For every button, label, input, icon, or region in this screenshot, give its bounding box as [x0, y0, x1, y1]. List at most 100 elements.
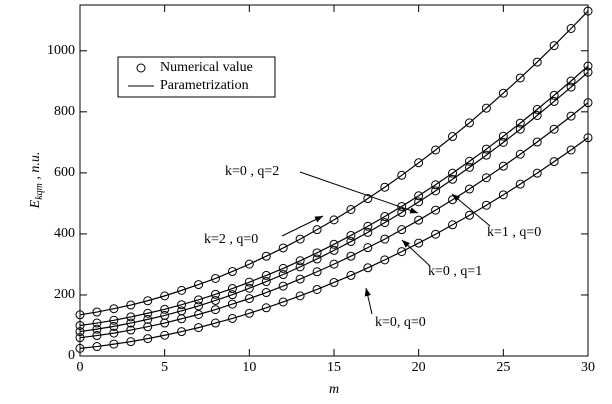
data-point [532, 137, 542, 147]
fit-line [79, 10, 589, 316]
data-point [346, 251, 356, 261]
data-point [431, 229, 441, 239]
data-point [143, 296, 153, 306]
data-point [498, 88, 508, 98]
data-point [566, 82, 576, 92]
data-point [227, 299, 237, 309]
fit-line [79, 102, 589, 339]
data-point [312, 267, 322, 277]
data-point [261, 251, 271, 261]
data-point [278, 243, 288, 253]
data-point [532, 168, 542, 178]
y-label-subscript: kqm [34, 183, 45, 200]
data-point [278, 281, 288, 291]
y-tick-label: 600 [54, 165, 75, 180]
data-point [329, 259, 339, 269]
data-point [126, 312, 136, 322]
data-point [583, 98, 593, 108]
y-label-symbol: E [28, 199, 43, 209]
data-point [498, 131, 508, 141]
data-point [92, 342, 102, 352]
data-point [210, 305, 220, 315]
data-point [464, 210, 474, 220]
data-point [397, 170, 407, 180]
data-point [515, 179, 525, 189]
data-point [583, 61, 593, 71]
data-point [261, 303, 271, 313]
data-point [109, 339, 119, 349]
data-point [75, 343, 85, 353]
annotation-label: k=0 , q=1 [428, 264, 482, 279]
annotation-arrow [281, 215, 324, 237]
data-point [481, 200, 491, 210]
data-point [160, 318, 170, 328]
data-point [278, 263, 288, 273]
data-point [363, 263, 373, 273]
annotation-arrow [299, 171, 419, 214]
data-point [498, 161, 508, 171]
data-point [583, 133, 593, 143]
data-point [481, 173, 491, 183]
y-tick-label: 400 [54, 226, 75, 241]
data-point [143, 314, 153, 324]
data-point [481, 103, 491, 113]
data-point [295, 234, 305, 244]
data-point [227, 266, 237, 276]
data-point [244, 294, 254, 304]
data-point [295, 262, 305, 272]
legend-box [117, 56, 276, 98]
data-point [261, 288, 271, 298]
data-point [210, 289, 220, 299]
y-axis-label: Ekqm , n.u. [28, 152, 45, 210]
data-point [431, 180, 441, 190]
data-point [498, 190, 508, 200]
data-point [177, 285, 187, 295]
data-point [278, 270, 288, 280]
data-point [177, 327, 187, 337]
x-tick-label: 10 [242, 360, 256, 375]
x-tick-label: 5 [161, 360, 168, 375]
data-point [177, 314, 187, 324]
data-point [261, 270, 271, 280]
data-point [515, 73, 525, 83]
data-point [92, 331, 102, 341]
data-point [227, 290, 237, 300]
data-point [210, 318, 220, 328]
data-point [109, 321, 119, 331]
data-point [566, 111, 576, 121]
annotation-arrow [401, 239, 431, 267]
x-tick-label: 25 [496, 360, 510, 375]
data-point [431, 145, 441, 155]
data-point [464, 184, 474, 194]
data-point [549, 96, 559, 106]
data-point [177, 300, 187, 310]
data-point [312, 248, 322, 258]
data-point [414, 158, 424, 168]
data-point [194, 280, 204, 290]
data-point [363, 221, 373, 231]
data-point [295, 256, 305, 266]
data-point [75, 327, 85, 337]
legend-label: Numerical value [160, 60, 253, 75]
y-tick-label: 0 [68, 348, 75, 363]
data-point [312, 254, 322, 264]
data-point [380, 212, 390, 222]
data-point [126, 318, 136, 328]
data-point [481, 144, 491, 154]
data-point [244, 259, 254, 269]
data-point [481, 150, 491, 160]
data-point [160, 330, 170, 340]
x-tick-label: 20 [412, 360, 426, 375]
annotation-arrow [451, 193, 491, 227]
data-point [92, 318, 102, 328]
data-point [92, 324, 102, 334]
data-point [397, 208, 407, 218]
data-point [549, 124, 559, 134]
data-point [312, 225, 322, 235]
y-tick-label: 1000 [47, 43, 75, 58]
x-axis-label: m [329, 382, 339, 397]
data-point [380, 218, 390, 228]
data-point [109, 328, 119, 338]
data-point [244, 308, 254, 318]
